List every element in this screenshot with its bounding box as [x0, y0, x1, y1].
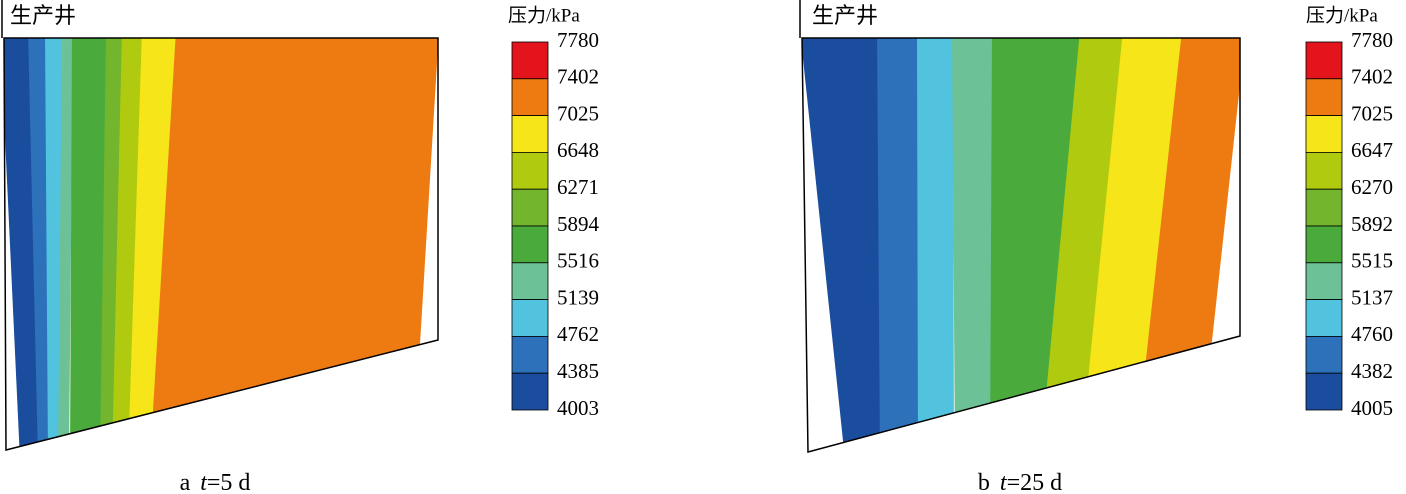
- colorbar-label: 7402: [1351, 65, 1393, 89]
- plot-border: [3, 37, 439, 451]
- colorbar-label: 7402: [557, 65, 599, 89]
- contour-band: [917, 38, 954, 452]
- contour-field: [4, 30, 463, 460]
- contour-field: [802, 38, 1240, 452]
- colorbar-band: [511, 78, 549, 117]
- colorbar-label: 7780: [1351, 28, 1393, 52]
- caption: b t=25 d: [978, 470, 1062, 494]
- contour-band: [70, 38, 107, 450]
- colorbar-band: [511, 41, 549, 80]
- colorbar-label: 6270: [1351, 175, 1393, 199]
- caption-variable: t: [1000, 470, 1008, 494]
- well-label: 生产井: [812, 3, 878, 28]
- colorbar-band: [1305, 372, 1343, 411]
- colorbar-label: 5137: [1351, 285, 1393, 309]
- contour-band: [1135, 38, 1240, 452]
- colorbar-label: 6271: [557, 175, 599, 199]
- plot-border: [801, 37, 1241, 453]
- caption-value: =25 d: [1007, 470, 1063, 494]
- colorbar-band: [1305, 262, 1343, 300]
- colorbar-band: [511, 262, 549, 300]
- colorbar-band: [1305, 335, 1343, 374]
- colorbar-band: [511, 372, 549, 411]
- panel-a: 生产井 压力/kPa a t=5 d 7780 7402 7025 6648 6271 58…: [1, 0, 600, 494]
- colorbar-label: 4382: [1351, 359, 1393, 383]
- colorbar-label: 4005: [1351, 396, 1393, 420]
- colorbar-band: [511, 151, 549, 190]
- colorbar-band: [511, 225, 549, 264]
- colorbar-label: 4003: [557, 396, 599, 420]
- colorbar-label: 4385: [557, 359, 599, 383]
- colorbar-label: 7025: [1351, 101, 1393, 125]
- colorbar-label: 5515: [1351, 249, 1393, 273]
- colorbar-band: [1305, 41, 1343, 80]
- well-label: 生产井: [10, 3, 76, 28]
- contour-band: [58, 38, 73, 450]
- contour-band: [1080, 38, 1183, 452]
- colorbar-band: [1305, 299, 1343, 337]
- colorbar-unit: 压力/kPa: [508, 4, 580, 26]
- colorbar-band: [511, 335, 549, 374]
- colorbar-label: 5516: [557, 249, 599, 273]
- colorbar-band: [1305, 78, 1343, 117]
- contour-band: [150, 38, 438, 450]
- colorbar-unit: 压力/kPa: [1306, 4, 1378, 26]
- panel-b: 生产井 压力/kPa b t=25 d 7780 7402 7025 6647 6270 5…: [799, 0, 1393, 494]
- contour-band: [877, 38, 921, 452]
- caption-letter: b: [978, 470, 990, 494]
- colorbar-label: 5894: [557, 212, 600, 236]
- colorbar-label: 7780: [557, 28, 599, 52]
- colorbar-band: [511, 115, 549, 153]
- caption-variable: t: [200, 470, 208, 494]
- colorbar-label: 5139: [557, 285, 599, 309]
- colorbar-band: [511, 299, 549, 337]
- colorbar-label: 6648: [557, 138, 599, 162]
- colorbar-label: 5892: [1351, 212, 1393, 236]
- contour-band: [438, 30, 463, 460]
- caption-letter: a: [180, 470, 191, 494]
- colorbar-label: 6647: [1351, 138, 1393, 162]
- contour-band: [952, 38, 996, 452]
- colorbar-band: [511, 188, 549, 227]
- colorbar-band: [1305, 188, 1343, 227]
- caption-value: =5 d: [207, 470, 251, 494]
- colorbar-label: 4762: [557, 322, 599, 346]
- caption: a t=5 d: [180, 470, 251, 494]
- colorbar-label: 7025: [557, 101, 599, 125]
- colorbar-label: 4760: [1351, 322, 1393, 346]
- colorbar-band: [1305, 151, 1343, 190]
- colorbar-band: [1305, 115, 1343, 153]
- contour-band: [1040, 38, 1124, 452]
- colorbar-band: [1305, 225, 1343, 264]
